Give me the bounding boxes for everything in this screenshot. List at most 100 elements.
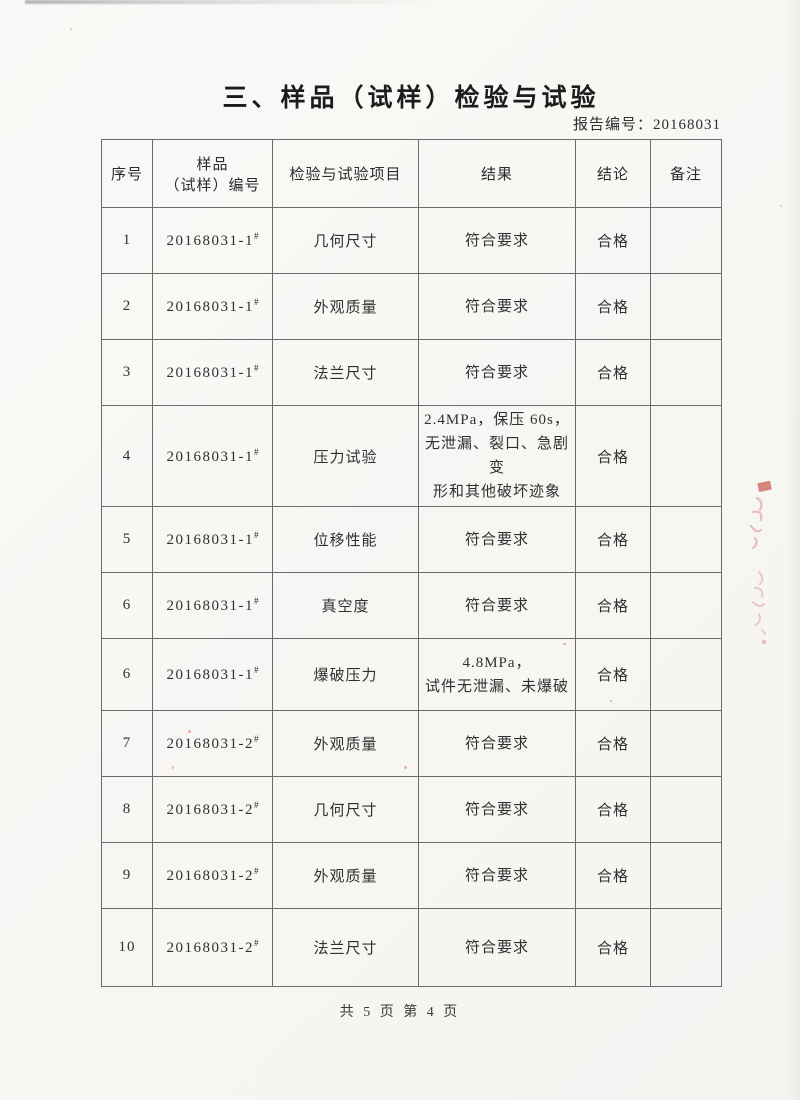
result-text: 2.4MPa，保压 60s， 无泄漏、裂口、急剧变 形和其他破坏迹象	[424, 412, 570, 500]
result-text: 符合要求	[464, 867, 529, 884]
cell-test-item: 爆破压力	[272, 638, 419, 711]
cell-conclusion: 合格	[575, 506, 651, 573]
cell-conclusion: 合格	[575, 842, 651, 909]
seq-text: 3	[122, 364, 132, 380]
sample-no-superscript: #	[254, 938, 259, 948]
seq-text: 7	[122, 735, 132, 751]
header-conclusion: 结论	[575, 139, 651, 208]
red-seal-fragment-icon	[749, 480, 772, 645]
cell-remark	[650, 273, 722, 340]
scan-speckle	[188, 730, 191, 733]
result-text: 符合要求	[464, 232, 529, 249]
conclusion-text: 合格	[596, 599, 629, 615]
cell-sample-no: 20168031-2#	[152, 842, 273, 909]
cell-test-item: 位移性能	[272, 506, 419, 573]
cell-conclusion: 合格	[575, 339, 651, 406]
test-item-text: 外观质量	[313, 869, 378, 885]
result-text: 符合要求	[464, 298, 529, 315]
cell-conclusion: 合格	[575, 776, 651, 843]
test-item-text: 几何尺寸	[313, 234, 378, 250]
report-number: 报告编号：20168031	[572, 117, 721, 133]
conclusion-text: 合格	[596, 941, 629, 957]
scan-smudge	[25, 0, 435, 4]
cell-remark	[650, 908, 722, 987]
sample-no-superscript: #	[254, 800, 259, 810]
conclusion-text: 合格	[596, 869, 629, 885]
test-item-text: 外观质量	[313, 300, 378, 316]
result-text: 符合要求	[464, 364, 529, 381]
cell-seq: 6	[101, 638, 153, 711]
scan-speckle	[780, 205, 782, 207]
cell-conclusion: 合格	[575, 908, 651, 987]
cell-result: 符合要求	[418, 339, 576, 406]
conclusion-text: 合格	[596, 449, 629, 466]
table-row: 9 20168031-2# 外观质量 符合要求 合格	[101, 842, 722, 909]
cell-remark	[650, 207, 722, 274]
cell-result: 符合要求	[418, 572, 576, 639]
cell-seq: 9	[101, 842, 153, 909]
cell-conclusion: 合格	[575, 638, 651, 711]
header-test-item: 检验与试验项目	[272, 139, 419, 208]
cell-test-item: 法兰尺寸	[272, 339, 419, 406]
cell-sample-no: 20168031-1#	[152, 638, 273, 711]
scan-speckle	[563, 643, 566, 645]
result-text: 符合要求	[464, 735, 529, 752]
cell-result: 4.8MPa， 试件无泄漏、未爆破	[418, 638, 576, 711]
sample-no-text: 20168031-1	[166, 299, 254, 315]
conclusion-text: 合格	[596, 668, 629, 684]
seq-text: 9	[122, 867, 132, 883]
cell-sample-no: 20168031-1#	[152, 506, 273, 573]
sample-no-superscript: #	[254, 530, 259, 540]
table-row: 3 20168031-1# 法兰尺寸 符合要求 合格	[101, 339, 722, 406]
conclusion-text: 合格	[596, 234, 629, 250]
scan-speckle	[610, 700, 612, 702]
cell-seq: 4	[101, 405, 153, 507]
page-footer: 共 5 页 第 4 页	[339, 1005, 461, 1020]
cell-seq: 5	[101, 506, 153, 573]
test-item-text: 外观质量	[313, 737, 378, 753]
cell-remark	[650, 572, 722, 639]
table-row: 6 20168031-1# 爆破压力 4.8MPa， 试件无泄漏、未爆破 合格	[101, 638, 722, 711]
cell-result: 符合要求	[418, 710, 576, 777]
cell-test-item: 几何尺寸	[272, 207, 419, 274]
cell-seq: 6	[101, 572, 153, 639]
cell-result: 符合要求	[418, 207, 576, 274]
scan-speckle	[70, 28, 72, 30]
cell-result: 符合要求	[418, 842, 576, 909]
cell-seq: 3	[101, 339, 153, 406]
table-row: 8 20168031-2# 几何尺寸 符合要求 合格	[101, 776, 722, 843]
seq-text: 2	[122, 298, 132, 314]
cell-sample-no: 20168031-2#	[152, 776, 273, 843]
table-row: 10 20168031-2# 法兰尺寸 符合要求 合格	[101, 908, 722, 987]
cell-test-item: 外观质量	[272, 273, 419, 340]
result-text: 符合要求	[464, 801, 529, 818]
header-sample-line2: （试样）编号	[164, 177, 261, 194]
cell-seq: 8	[101, 776, 153, 843]
conclusion-text: 合格	[596, 803, 629, 819]
cell-sample-no: 20168031-1#	[152, 207, 273, 274]
cell-conclusion: 合格	[575, 207, 651, 274]
sample-no-superscript: #	[254, 734, 259, 744]
test-item-text: 几何尺寸	[313, 803, 378, 819]
test-item-text: 爆破压力	[313, 668, 378, 684]
header-sample-line1: 样品	[196, 156, 229, 173]
sample-no-superscript: #	[254, 665, 259, 675]
table-header-row: 序号 样品 （试样）编号 检验与试验项目 结果 结论 备注	[101, 139, 722, 208]
sample-no-text: 20168031-1	[166, 233, 254, 249]
cell-test-item: 外观质量	[272, 710, 419, 777]
test-item-text: 法兰尺寸	[313, 366, 378, 382]
sample-no-text: 20168031-1	[166, 598, 254, 614]
cell-remark	[650, 506, 722, 573]
cell-sample-no: 20168031-1#	[152, 405, 273, 507]
conclusion-text: 合格	[596, 533, 629, 549]
header-seq: 序号	[101, 139, 153, 208]
result-text: 符合要求	[464, 939, 529, 956]
conclusion-text: 合格	[596, 300, 629, 316]
test-item-text: 位移性能	[313, 533, 378, 549]
sample-no-text: 20168031-1	[166, 667, 254, 683]
result-text: 4.8MPa， 试件无泄漏、未爆破	[424, 654, 569, 695]
result-text: 符合要求	[464, 597, 529, 614]
cell-conclusion: 合格	[575, 710, 651, 777]
cell-remark	[650, 710, 722, 777]
table-row: 4 20168031-1# 压力试验 2.4MPa，保压 60s， 无泄漏、裂口…	[101, 405, 722, 507]
